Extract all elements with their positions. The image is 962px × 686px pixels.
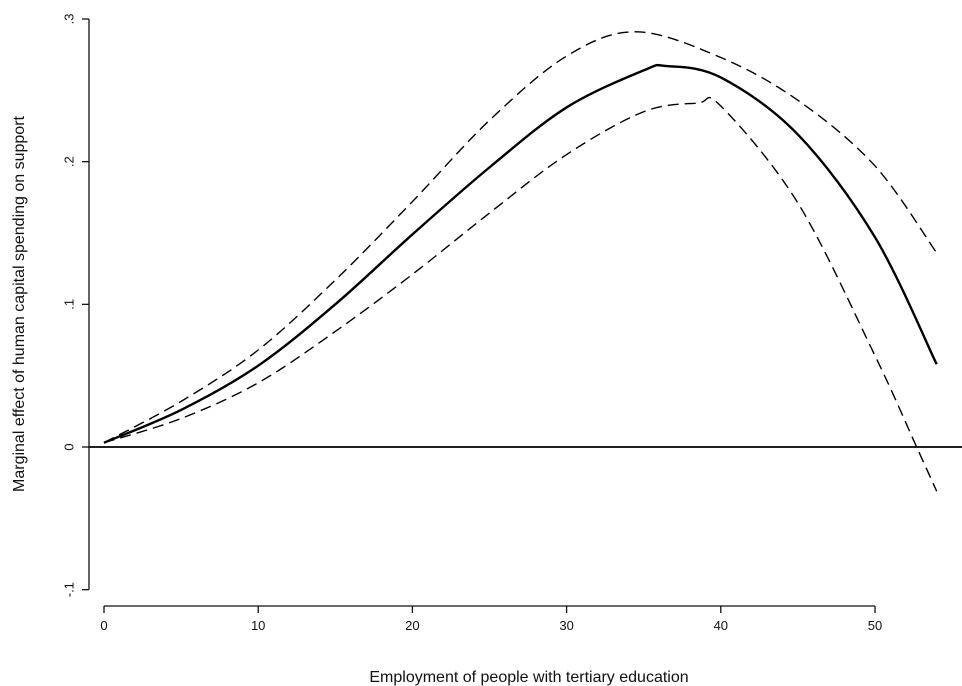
x-tick-label: 50: [868, 618, 882, 633]
y-tick-label: .2: [61, 156, 76, 167]
y-axis-title: Marginal effect of human capital spendin…: [11, 115, 28, 492]
x-tick-label: 10: [251, 618, 265, 633]
y-tick-label: 0: [61, 443, 76, 450]
x-tick-label: 40: [714, 618, 728, 633]
x-tick-label: 30: [559, 618, 573, 633]
y-tick-label: -.1: [61, 582, 76, 597]
series-line-estimate: [103, 63, 938, 444]
series-line-upper-bound: [103, 31, 938, 444]
y-tick-label: .3: [61, 14, 76, 25]
y-axis: -.1 0 .1 .2 .3: [61, 14, 90, 597]
y-tick-label: .1: [61, 299, 76, 310]
x-tick-label: 0: [100, 618, 107, 633]
plot-area: [89, 31, 962, 492]
x-axis: 0 10 20 30 40 50: [100, 605, 882, 633]
series-line-lower-bound: [103, 96, 938, 492]
x-axis-title: Employment of people with tertiary educa…: [369, 669, 688, 686]
x-tick-label: 20: [405, 618, 419, 633]
